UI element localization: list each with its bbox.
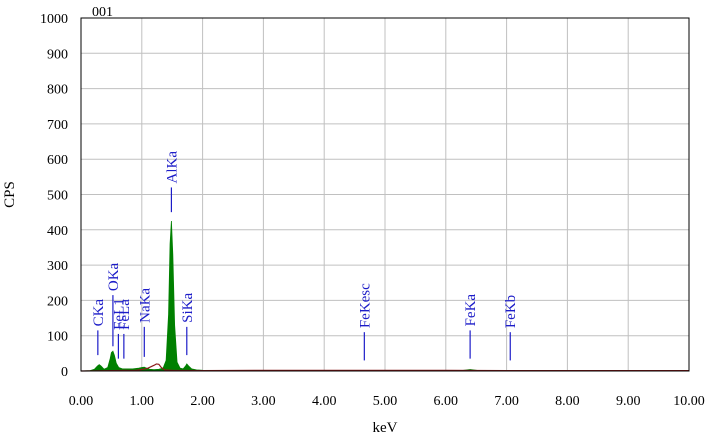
x-tick-label: 1.00	[130, 394, 155, 409]
spectrum-area	[80, 220, 690, 372]
peak-label: OKa	[106, 262, 122, 291]
x-tick-label: 0.00	[69, 394, 94, 409]
y-axis-label: CPS	[2, 181, 18, 208]
x-tick-label: 4.00	[312, 394, 337, 409]
x-tick-label: 6.00	[434, 394, 459, 409]
y-tick-label: 100	[47, 330, 68, 345]
peak-label: SiKa	[180, 293, 196, 323]
tick-labels: 0.00 1.00 2.00 3.00 4.00 5.00 6.00 7.00 8.00 9.00…	[40, 12, 705, 409]
plot-frame	[80, 17, 690, 372]
y-tick-label: 200	[47, 294, 68, 309]
peak-label: AlKa	[164, 151, 180, 184]
peak-label: FeLa	[117, 299, 133, 330]
x-axis-label: keV	[373, 420, 398, 436]
y-tick-label: 500	[47, 189, 68, 204]
x-tick-label: 8.00	[555, 394, 580, 409]
grid	[81, 18, 689, 371]
y-tick-label: 700	[47, 118, 68, 133]
x-tick-label: 9.00	[616, 394, 641, 409]
peak-label: FeKb	[503, 295, 519, 328]
y-tick-label: 600	[47, 153, 68, 168]
y-tick-label: 400	[47, 224, 68, 239]
peak-label: FeL1	[111, 298, 127, 330]
x-tick-label: 10.00	[673, 394, 705, 409]
peak-label: NaKa	[137, 288, 153, 323]
y-tick-label: 900	[47, 47, 68, 62]
x-tick-label: 5.00	[373, 394, 398, 409]
y-tick-label: 300	[47, 259, 68, 274]
y-tick-label: 800	[47, 83, 68, 98]
peak-label: CKa	[91, 299, 107, 327]
y-tick-label: 0	[61, 365, 68, 380]
y-tick-label: 1000	[40, 12, 68, 27]
chart-title: 001	[92, 5, 113, 20]
x-tick-label: 3.00	[251, 394, 276, 409]
x-tick-label: 2.00	[190, 394, 215, 409]
peak-label: FeKa	[463, 294, 479, 327]
x-tick-label: 7.00	[494, 394, 519, 409]
peak-label: FeKesc	[357, 283, 373, 328]
